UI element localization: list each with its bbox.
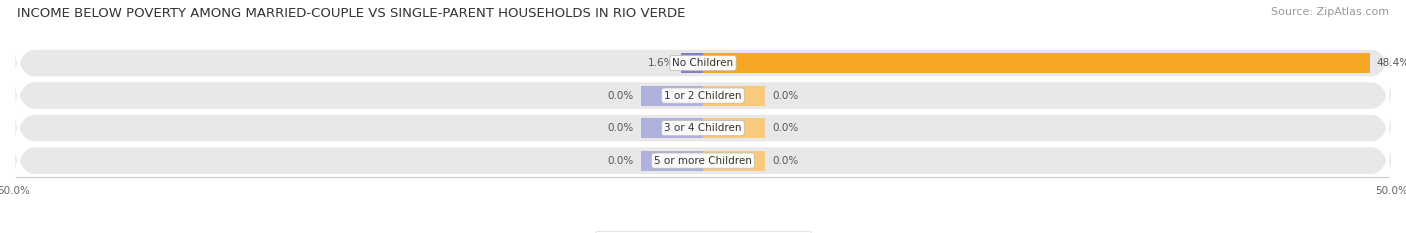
Text: 0.0%: 0.0% [772,91,799,101]
Bar [703,86,765,106]
Text: 1 or 2 Children: 1 or 2 Children [664,91,742,101]
Bar [703,53,1369,73]
Text: 3 or 4 Children: 3 or 4 Children [664,123,742,133]
Text: 1.6%: 1.6% [648,58,673,68]
Bar [703,118,765,138]
FancyBboxPatch shape [14,61,1392,130]
Text: 0.0%: 0.0% [607,91,634,101]
Text: 0.0%: 0.0% [772,123,799,133]
Bar [641,86,703,106]
Text: Source: ZipAtlas.com: Source: ZipAtlas.com [1271,7,1389,17]
Text: No Children: No Children [672,58,734,68]
Text: 48.4%: 48.4% [1376,58,1406,68]
Bar [703,151,765,171]
Bar [641,118,703,138]
FancyBboxPatch shape [14,126,1392,195]
Text: 0.0%: 0.0% [607,156,634,166]
Text: 0.0%: 0.0% [607,123,634,133]
Text: 0.0%: 0.0% [772,156,799,166]
Bar [681,53,703,73]
FancyBboxPatch shape [14,29,1392,98]
Legend: Married Couples, Single Parents: Married Couples, Single Parents [595,231,811,233]
Text: INCOME BELOW POVERTY AMONG MARRIED-COUPLE VS SINGLE-PARENT HOUSEHOLDS IN RIO VER: INCOME BELOW POVERTY AMONG MARRIED-COUPL… [17,7,685,20]
FancyBboxPatch shape [14,94,1392,163]
Bar [641,151,703,171]
Text: 5 or more Children: 5 or more Children [654,156,752,166]
